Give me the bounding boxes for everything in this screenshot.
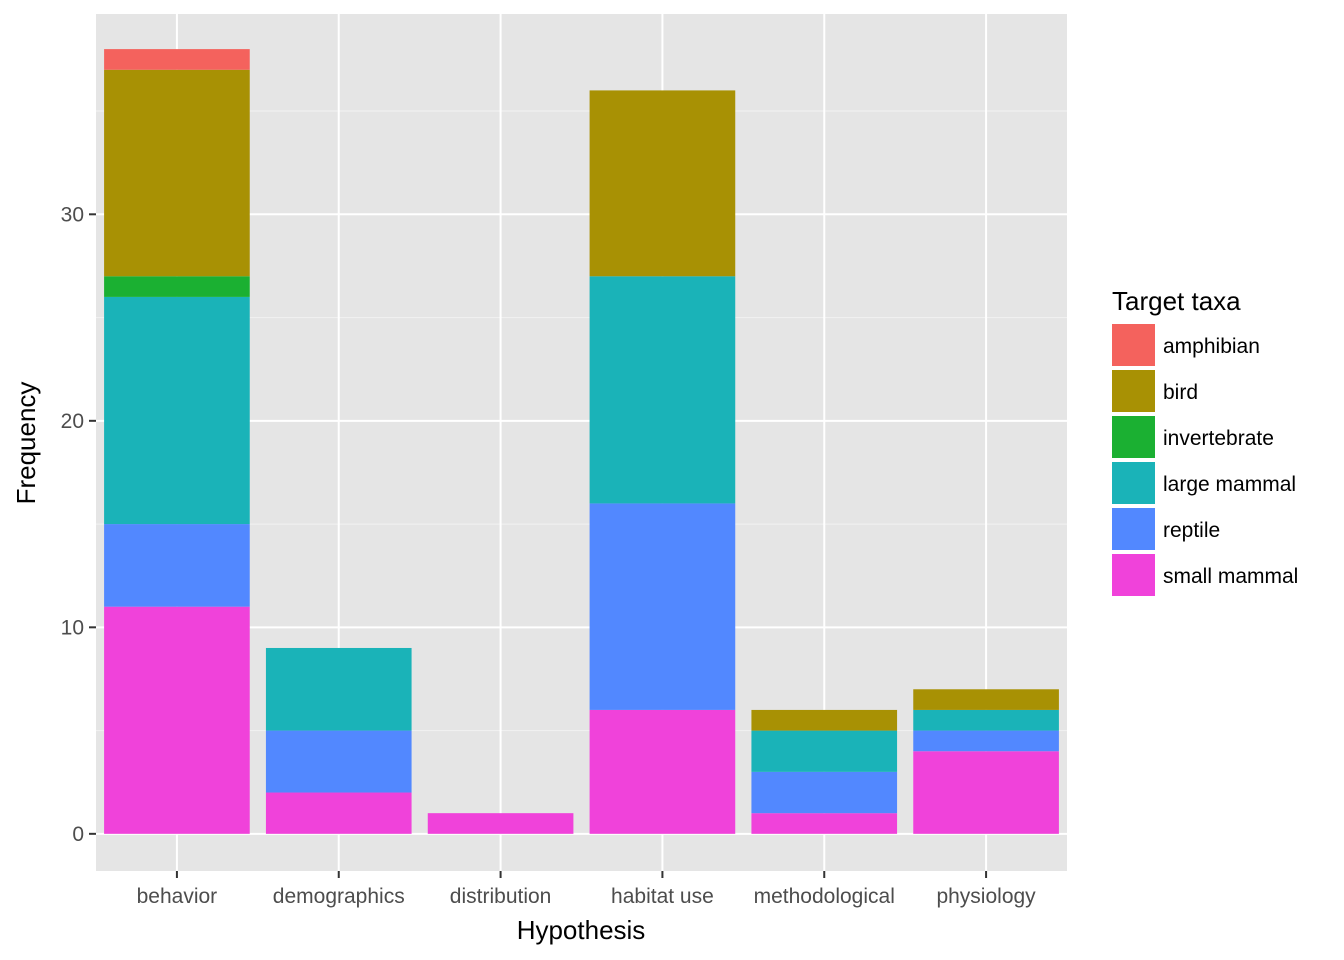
x-tick-label: methodological bbox=[754, 885, 895, 908]
bar-segment bbox=[104, 276, 250, 297]
legend-key bbox=[1112, 508, 1155, 550]
bar-segment bbox=[751, 709, 898, 731]
x-tick-label: habitat use bbox=[611, 885, 714, 908]
bar-segment bbox=[589, 709, 736, 834]
legend-label: amphibian bbox=[1163, 335, 1260, 358]
bar-segment bbox=[427, 813, 574, 834]
legend-label: invertebrate bbox=[1163, 427, 1274, 450]
y-axis: 0 10 20 30 bbox=[61, 203, 96, 846]
legend: Target taxa amphibian bird invertebrate lar… bbox=[1112, 286, 1298, 596]
y-tick-label: 0 bbox=[72, 823, 84, 846]
bar-segment bbox=[913, 751, 1059, 834]
x-tick-label: physiology bbox=[936, 885, 1036, 908]
y-tick-label: 30 bbox=[61, 203, 84, 226]
x-axis: behavior demographics distribution habitat … bbox=[137, 871, 1036, 908]
legend-label: bird bbox=[1163, 381, 1198, 404]
x-axis-title: Hypothesis bbox=[517, 915, 646, 945]
legend-label: small mammal bbox=[1163, 565, 1298, 588]
x-tick-label: distribution bbox=[450, 885, 552, 908]
bar-segment bbox=[265, 792, 412, 834]
bar-segment bbox=[104, 49, 250, 70]
bar-segment bbox=[913, 689, 1059, 710]
minor-gridlines bbox=[96, 110, 1067, 732]
bar-segment bbox=[913, 709, 1059, 731]
bar-segment bbox=[751, 771, 898, 814]
legend-key bbox=[1112, 370, 1155, 412]
bar-segment bbox=[265, 730, 412, 793]
bar-segment bbox=[589, 276, 736, 504]
y-axis-title: Frequency bbox=[11, 382, 41, 505]
y-tick-label: 20 bbox=[61, 410, 84, 433]
legend-label: large mammal bbox=[1163, 473, 1296, 496]
bar-segment bbox=[751, 813, 898, 834]
x-tick-label: behavior bbox=[137, 885, 218, 908]
legend-title: Target taxa bbox=[1112, 286, 1241, 316]
bar-segment bbox=[104, 606, 250, 834]
bar-segment bbox=[265, 647, 412, 731]
legend-key bbox=[1112, 416, 1155, 458]
bar-segment bbox=[104, 296, 250, 525]
bar-segment bbox=[913, 730, 1059, 752]
bars bbox=[104, 49, 1059, 834]
bar-segment bbox=[589, 503, 736, 710]
x-tick-label: demographics bbox=[273, 885, 405, 908]
bar-segment bbox=[104, 524, 250, 607]
legend-key bbox=[1112, 462, 1155, 504]
plot-panel bbox=[96, 14, 1067, 871]
y-tick-label: 10 bbox=[61, 616, 84, 639]
bar-segment bbox=[589, 90, 736, 277]
legend-key bbox=[1112, 324, 1155, 366]
bar-segment bbox=[104, 69, 250, 277]
legend-key bbox=[1112, 554, 1155, 596]
bar-segment bbox=[751, 730, 898, 772]
legend-label: reptile bbox=[1163, 519, 1220, 542]
